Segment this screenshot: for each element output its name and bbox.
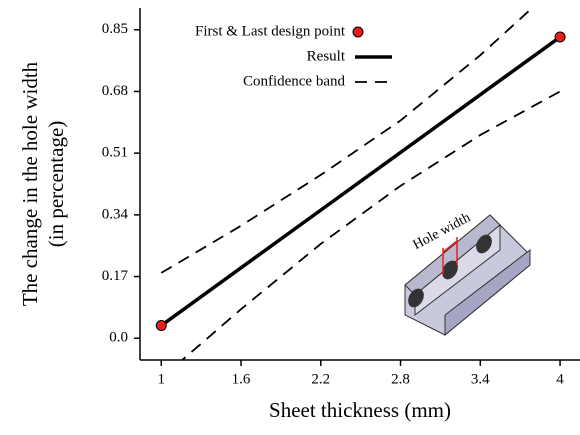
result-line <box>160 35 562 327</box>
design-point <box>554 31 566 43</box>
design-point <box>155 320 167 332</box>
x-tick-label: 3.4 <box>471 371 490 387</box>
x-tick-label: 1 <box>158 371 166 387</box>
confidence-band <box>180 90 561 360</box>
y-tick-label: 0.0 <box>109 330 128 346</box>
legend-label: Result <box>307 48 346 64</box>
confidence-band <box>160 8 534 274</box>
legend-label: First & Last design point <box>195 23 346 39</box>
x-tick-label: 1.6 <box>232 371 251 387</box>
plot-area <box>160 8 562 360</box>
x-axis-label: Sheet thickness (mm) <box>269 398 451 422</box>
y-tick-label: 0.68 <box>102 83 128 99</box>
x-tick-label: 2.8 <box>391 371 410 387</box>
y-tick-label: 0.34 <box>102 206 129 222</box>
x-tick-label: 2.2 <box>311 371 330 387</box>
y-axis-label: (in percentage) <box>44 121 68 248</box>
y-tick-label: 0.85 <box>102 21 128 37</box>
x-tick-label: 4 <box>556 371 564 387</box>
legend-label: Confidence band <box>243 73 346 89</box>
y-tick-label: 0.17 <box>102 268 129 284</box>
y-tick-label: 0.51 <box>102 145 128 161</box>
legend-marker <box>352 26 364 38</box>
inset-figure <box>404 214 531 337</box>
y-axis-label: The change in the hole width <box>18 61 42 306</box>
